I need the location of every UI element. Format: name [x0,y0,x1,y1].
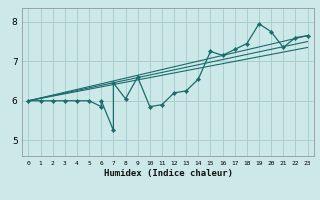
X-axis label: Humidex (Indice chaleur): Humidex (Indice chaleur) [103,169,233,178]
